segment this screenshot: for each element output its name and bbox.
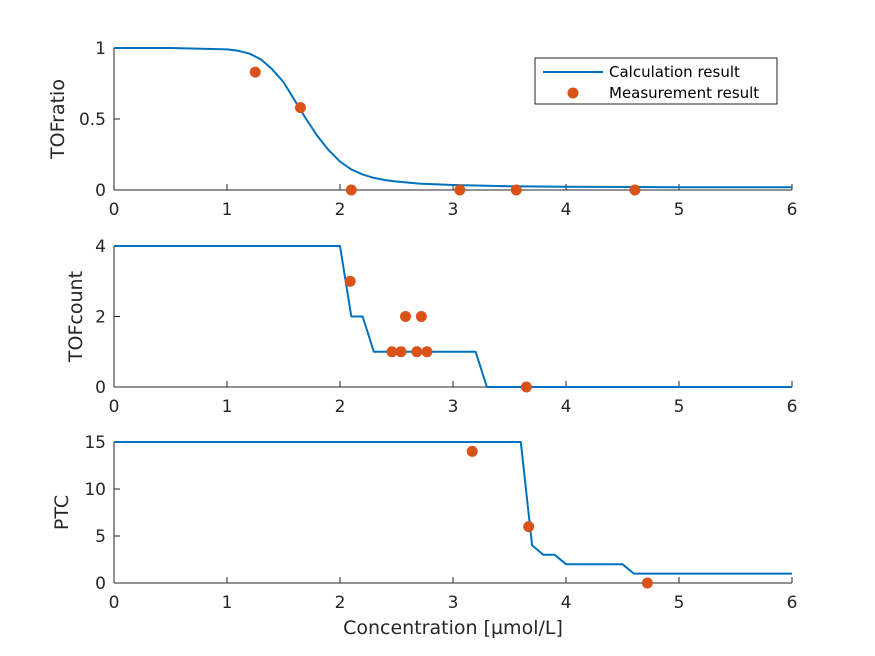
x-tick-label: 2 (335, 200, 346, 220)
y-axis-label: PTC (51, 495, 73, 530)
y-tick-label: 0 (95, 181, 106, 201)
data-point-measurement (249, 66, 261, 78)
data-point-measurement (641, 577, 653, 589)
x-tick-label: 2 (335, 593, 346, 613)
x-tick-label: 6 (787, 200, 798, 220)
legend-label-calculation: Calculation result (609, 63, 740, 81)
x-tick-label: 0 (109, 200, 120, 220)
x-tick-label: 5 (674, 593, 685, 613)
data-point-measurement (386, 346, 398, 358)
x-tick-label: 6 (787, 397, 798, 417)
x-axis-label: Concentration [µmol/L] (343, 617, 563, 639)
x-tick-label: 4 (561, 593, 572, 613)
data-point-measurement (523, 521, 535, 533)
data-point-measurement (510, 184, 522, 196)
x-tick-label: 1 (222, 593, 233, 613)
legend: Calculation result Measurement result (534, 57, 778, 105)
y-tick-label: 0 (95, 574, 106, 594)
x-tick-label: 2 (335, 397, 346, 417)
subplot-1: 0 1 2 3 4 5 6 0 0.5 1 TOFratio Calculation result Me… (47, 39, 797, 220)
x-tick-label: 4 (561, 200, 572, 220)
data-point-measurement (629, 184, 641, 196)
x-tick-label: 5 (674, 200, 685, 220)
y-tick-label: 10 (84, 480, 106, 500)
x-tick-label: 1 (222, 397, 233, 417)
data-point-measurement (345, 184, 357, 196)
x-tick-label: 3 (448, 397, 459, 417)
data-point-measurement (411, 346, 423, 358)
data-point-measurement (415, 311, 427, 322)
subplot-3: 0 1 2 3 4 5 6 0 5 10 15 PTC Concentration [µmol/L] (51, 433, 797, 639)
subplot-2: 0 1 2 3 4 5 6 0 2 4 TOFcount (65, 237, 797, 417)
x-tick-label: 4 (561, 397, 572, 417)
x-tick-label: 5 (674, 397, 685, 417)
y-tick-label: 1 (95, 39, 106, 59)
series-line-calculation (114, 441, 792, 575)
legend-marker-swatch (567, 87, 579, 99)
data-point-measurement (520, 381, 532, 393)
data-point-measurement (400, 311, 412, 322)
data-point-measurement (294, 102, 306, 114)
data-point-measurement (344, 275, 356, 287)
y-axis-label: TOFratio (47, 79, 69, 160)
data-point-measurement (454, 184, 466, 196)
y-axis-label: TOFcount (65, 271, 87, 363)
y-tick-label: 2 (95, 308, 106, 328)
data-point-measurement (421, 346, 433, 358)
subplots: 0 1 2 3 4 5 6 0 0.5 1 TOFratio Calculation result Me… (47, 39, 797, 639)
y-tick-label: 0 (95, 378, 106, 398)
x-tick-label: 0 (109, 593, 120, 613)
legend-label-measurement: Measurement result (609, 84, 759, 102)
x-tick-label: 3 (448, 593, 459, 613)
x-tick-label: 3 (448, 200, 459, 220)
x-tick-label: 1 (222, 200, 233, 220)
x-tick-label: 0 (109, 397, 120, 417)
y-tick-label: 0.5 (79, 110, 106, 130)
data-point-measurement (395, 346, 407, 358)
x-tick-label: 6 (787, 593, 798, 613)
y-tick-label: 15 (84, 433, 106, 453)
data-point-measurement (466, 445, 478, 457)
y-tick-label: 5 (95, 527, 106, 547)
y-tick-label: 4 (95, 237, 106, 257)
